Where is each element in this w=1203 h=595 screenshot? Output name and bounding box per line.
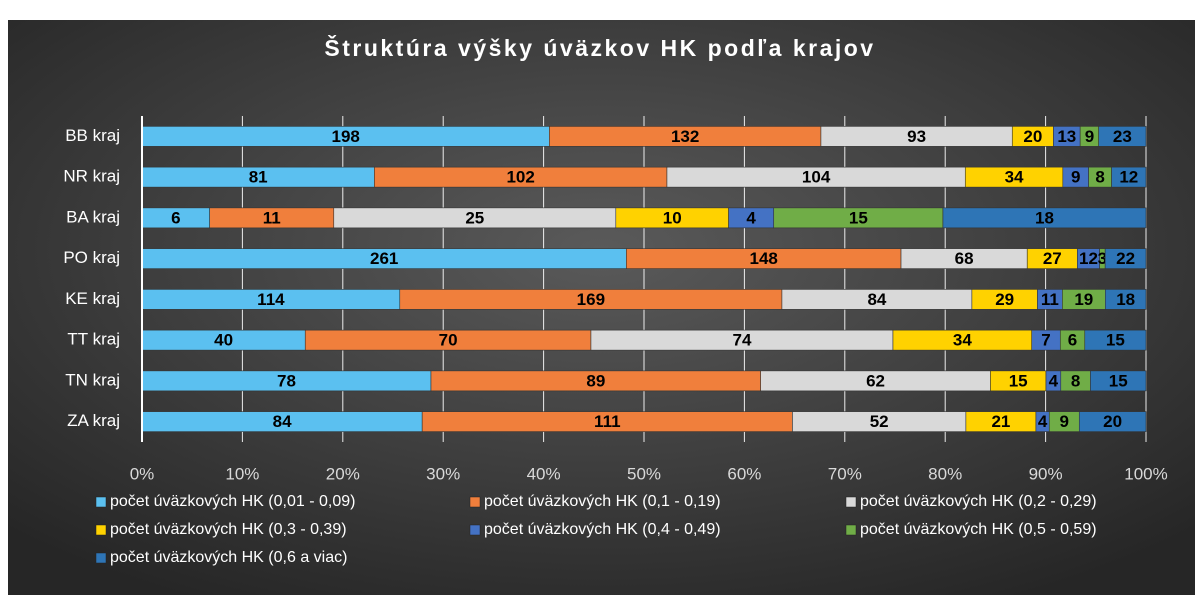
x-tick-label: 10% — [225, 464, 259, 483]
data-label: 20 — [1023, 127, 1042, 146]
legend-label: počet úväzkových HK (0,2 - 0,29) — [860, 493, 1097, 510]
data-label: 89 — [586, 371, 605, 390]
data-label: 15 — [849, 208, 868, 227]
legend-swatch — [95, 552, 107, 564]
data-label: 18 — [1035, 208, 1054, 227]
bar-segment — [1104, 248, 1147, 269]
bar-segment — [1078, 411, 1147, 432]
data-label: 111 — [594, 412, 621, 431]
data-label: 20 — [1103, 412, 1122, 431]
x-tick-label: 70% — [828, 464, 862, 483]
data-label: 22 — [1116, 249, 1135, 268]
data-label: 34 — [1005, 168, 1024, 187]
data-label: 29 — [995, 290, 1014, 309]
data-label: 70 — [439, 331, 458, 350]
x-tick-label: 80% — [928, 464, 962, 483]
data-label: 4 — [1049, 371, 1059, 390]
legend-label: počet úväzkových HK (0,1 - 0,19) — [484, 493, 721, 510]
data-label: 102 — [506, 168, 534, 187]
data-label: 34 — [953, 331, 972, 350]
data-label: 84 — [273, 412, 292, 431]
bar-segment — [1111, 166, 1147, 188]
bar-segment — [1098, 126, 1147, 147]
data-label: 9 — [1071, 168, 1080, 187]
legend-swatch — [845, 524, 857, 536]
legend-label: počet úväzkových HK (0,3 - 0,39) — [110, 521, 347, 538]
data-label: 74 — [732, 331, 751, 350]
data-label: 15 — [1009, 371, 1028, 390]
legend-swatch — [845, 496, 857, 508]
data-label: 198 — [331, 127, 359, 146]
bar-segment — [1104, 289, 1147, 310]
data-label: 11 — [263, 208, 281, 227]
legend-label: počet úväzkových HK (0,6 a viac) — [110, 549, 347, 566]
bar-segment — [942, 207, 1147, 229]
data-label: 81 — [249, 168, 268, 187]
legend-swatch — [95, 524, 107, 536]
data-label: 25 — [465, 208, 484, 227]
chart-title: Štruktúra výšky úväzkov HK podľa krajov — [324, 34, 875, 61]
y-tick-label: BB kraj — [65, 126, 120, 145]
bar-segment — [1090, 370, 1147, 392]
y-tick-label: PO kraj — [63, 248, 120, 267]
y-tick-label: ZA kraj — [67, 411, 120, 430]
data-label: 27 — [1043, 249, 1062, 268]
data-label: 12 — [1119, 168, 1138, 187]
data-label: 8 — [1071, 371, 1080, 390]
data-label: 62 — [866, 371, 885, 390]
data-label: 148 — [750, 249, 778, 268]
y-tick-label: TT kraj — [67, 330, 120, 349]
bar-segment — [1084, 329, 1147, 351]
legend-swatch — [469, 496, 481, 508]
x-tick-label: 30% — [426, 464, 460, 483]
data-label: 13 — [1057, 127, 1076, 146]
data-label: 4 — [746, 208, 756, 227]
data-label: 6 — [171, 208, 180, 227]
data-label: 18 — [1116, 290, 1135, 309]
data-label: 84 — [867, 290, 886, 309]
x-tick-label: 50% — [627, 464, 661, 483]
data-label: 132 — [671, 127, 699, 146]
y-tick-label: TN kraj — [65, 370, 120, 389]
data-label: 93 — [907, 127, 926, 146]
data-label: 104 — [802, 168, 831, 187]
data-label: 114 — [257, 290, 285, 309]
x-tick-label: 20% — [326, 464, 360, 483]
data-label: 15 — [1106, 331, 1125, 350]
data-label: 7 — [1041, 331, 1050, 350]
data-label: 68 — [955, 249, 974, 268]
data-label: 21 — [991, 412, 1010, 431]
y-tick-label: NR kraj — [63, 167, 120, 186]
legend-swatch — [95, 496, 107, 508]
legend-label: počet úväzkových HK (0,01 - 0,09) — [110, 493, 355, 510]
data-label: 8 — [1095, 168, 1104, 187]
data-label: 261 — [370, 249, 398, 268]
data-label: 6 — [1068, 331, 1077, 350]
data-label: 40 — [214, 331, 233, 350]
data-label: 9 — [1060, 412, 1069, 431]
y-tick-label: BA kraj — [66, 207, 120, 226]
legend-swatch — [469, 524, 481, 536]
x-tick-label: 100% — [1124, 464, 1167, 483]
data-label: 4 — [1038, 412, 1048, 431]
data-label: 11 — [1041, 290, 1059, 309]
data-label: 15 — [1109, 371, 1128, 390]
data-label: 12 — [1079, 249, 1098, 268]
data-label: 52 — [870, 412, 889, 431]
data-label: 9 — [1085, 127, 1094, 146]
x-tick-label: 60% — [727, 464, 761, 483]
data-label: 19 — [1074, 290, 1093, 309]
legend-label: počet úväzkových HK (0,4 - 0,49) — [484, 521, 721, 538]
data-label: 23 — [1113, 127, 1132, 146]
legend-label: počet úväzkových HK (0,5 - 0,59) — [860, 521, 1097, 538]
x-tick-label: 40% — [527, 464, 561, 483]
data-label: 10 — [663, 208, 682, 227]
data-label: 3 — [1098, 249, 1107, 268]
data-label: 78 — [277, 371, 296, 390]
y-tick-label: KE kraj — [65, 289, 120, 308]
x-tick-label: 90% — [1029, 464, 1063, 483]
x-tick-label: 0% — [130, 464, 155, 483]
data-label: 169 — [577, 290, 605, 309]
